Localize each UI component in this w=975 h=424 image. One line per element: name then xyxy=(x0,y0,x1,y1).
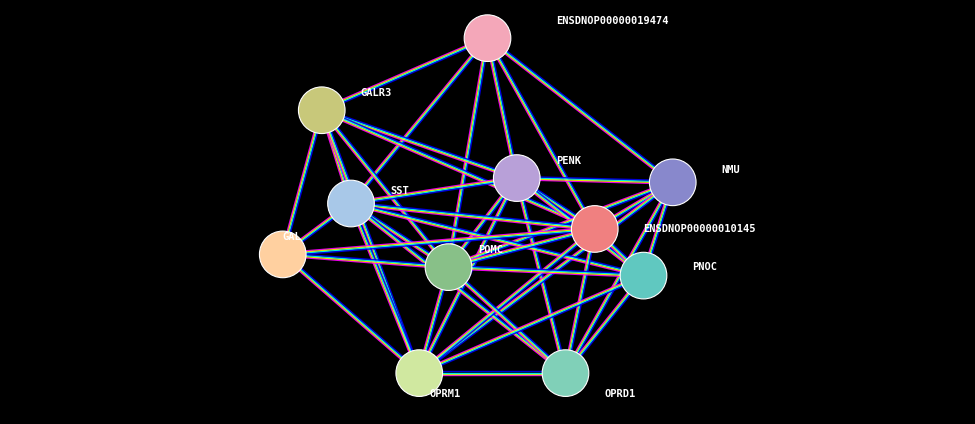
Ellipse shape xyxy=(298,87,345,134)
Text: PNOC: PNOC xyxy=(692,262,718,272)
Ellipse shape xyxy=(649,159,696,206)
Ellipse shape xyxy=(571,206,618,252)
Text: OPRM1: OPRM1 xyxy=(429,389,460,399)
Text: NMU: NMU xyxy=(722,165,740,175)
Text: ENSDNOP00000010145: ENSDNOP00000010145 xyxy=(644,224,756,234)
Ellipse shape xyxy=(328,180,374,227)
Ellipse shape xyxy=(396,350,443,396)
Text: GAL: GAL xyxy=(283,232,301,243)
Text: GALR3: GALR3 xyxy=(361,88,392,98)
Ellipse shape xyxy=(464,15,511,61)
Ellipse shape xyxy=(620,252,667,299)
Ellipse shape xyxy=(493,155,540,201)
Text: SST: SST xyxy=(390,186,409,196)
Text: POMC: POMC xyxy=(478,245,503,255)
Ellipse shape xyxy=(542,350,589,396)
Ellipse shape xyxy=(425,244,472,290)
Text: ENSDNOP00000019474: ENSDNOP00000019474 xyxy=(556,16,668,26)
Ellipse shape xyxy=(259,231,306,278)
Text: OPRD1: OPRD1 xyxy=(604,389,636,399)
Text: PENK: PENK xyxy=(556,156,581,166)
